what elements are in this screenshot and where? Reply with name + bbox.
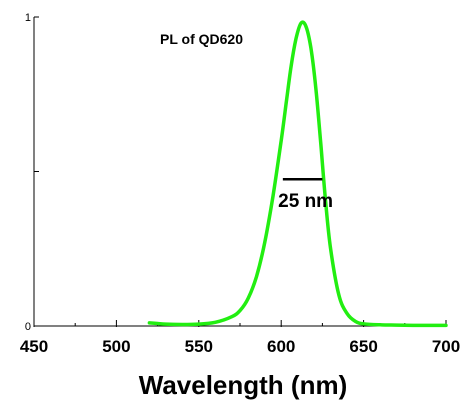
series-group [147,20,448,328]
x-tick-label: 500 [102,337,130,356]
x-tick-label: 600 [267,337,295,356]
chart-title: PL of QD620 [160,31,243,47]
x-tick-label: 450 [20,337,48,356]
y-tick-label: 0 [25,321,31,333]
pl-series-line [147,20,448,328]
y-tick-label: 1 [25,12,31,24]
x-tick-label: 550 [185,337,213,356]
ticks [33,16,447,327]
x-tick-label: 650 [349,337,377,356]
fwhm-label: 25 nm [278,191,333,212]
x-tick-label: 700 [432,337,460,356]
tick-labels: 450 500 550 600 650 700 0 1 [20,12,460,356]
x-axis-label: Wavelength (nm) [139,370,347,400]
axes [33,17,446,327]
annotations: 25 nm [278,177,333,212]
